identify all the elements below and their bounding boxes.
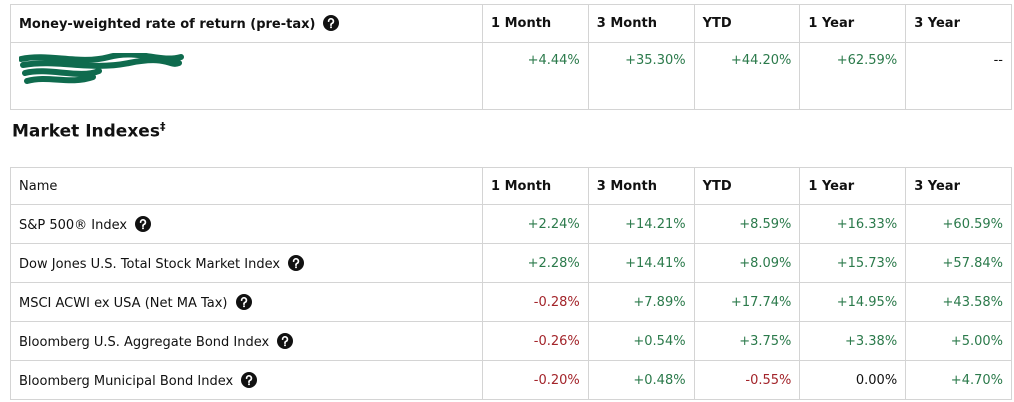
header-text: 1 Year [808,16,855,31]
name-cell: Dow Jones U.S. Total Stock Market Index [10,243,483,283]
value-cell: +4.70% [905,360,1012,400]
header-cell: 3 Year [905,4,1012,43]
help-icon[interactable] [235,293,252,310]
value-cell: +8.59% [693,204,801,244]
name-cell: Bloomberg Municipal Bond Index [10,360,483,400]
header-cell: YTD [693,167,801,205]
help-icon[interactable] [288,254,305,271]
header-cell: 3 Month [587,167,695,205]
section-title: Market Indexes‡ [12,120,165,142]
value-cell: +17.74% [693,282,801,322]
header-cell: Money-weighted rate of return (pre-tax) [10,4,483,43]
index-name: Dow Jones U.S. Total Stock Market Index [19,256,281,272]
title-mark: ‡ [159,120,166,133]
header-row: Money-weighted rate of return (pre-tax) 1… [10,4,1012,43]
header-text: 3 Year [914,16,960,31]
help-icon[interactable] [277,332,294,349]
value-cell: +44.20% [693,42,801,110]
value-cell: +5.00% [905,321,1012,361]
value-cell: +0.48% [587,360,695,400]
header-text: 1 Month [491,16,552,31]
value-cell: +62.59% [799,42,907,110]
value-cell: 0.00% [799,360,907,400]
name-cell: MSCI ACWI ex USA (Net MA Tax) [10,282,483,322]
header-text: Money-weighted rate of return (pre-tax) [19,17,316,32]
data-row: +4.44% +35.30% +44.20% +62.59% -- [10,42,1012,110]
header-cell: 1 Year [799,4,907,43]
value-cell: +14.21% [587,204,695,244]
header-row: Name 1 Month 3 Month YTD 1 Year 3 Year [10,167,1012,205]
header-cell: 3 Year [905,167,1012,205]
value-cell: -- [905,42,1012,110]
data-row: Dow Jones U.S. Total Stock Market Index +… [10,243,1012,283]
data-row: Bloomberg U.S. Aggregate Bond Index -0.26… [10,321,1012,361]
value-cell: -0.20% [482,360,589,400]
value-cell: +2.24% [482,204,589,244]
help-icon[interactable] [135,215,152,232]
redaction [18,51,184,84]
index-table: Name 1 Month 3 Month YTD 1 Year 3 Year S&P 500… [10,167,1012,400]
value-cell: -0.55% [693,360,801,400]
header-cell: Name [10,167,483,205]
help-icon[interactable] [323,15,340,31]
header-text: YTD [702,16,732,31]
value-cell: +14.41% [587,243,695,283]
header-cell: 1 Month [482,4,589,43]
title-text: Market Indexes [12,121,160,142]
value-cell: +3.38% [799,321,907,361]
name-cell: S&P 500® Index [10,204,483,244]
data-row: S&P 500® Index +2.24% +14.21% +8.59% +16.33%… [10,204,1012,244]
value-cell: +0.54% [587,321,695,361]
data-row: Bloomberg Municipal Bond Index -0.20% +0.4… [10,360,1012,400]
value-cell: +3.75% [693,321,801,361]
value-cell: +60.59% [905,204,1012,244]
value-cell: +4.44% [482,42,589,110]
value-cell: +16.33% [799,204,907,244]
index-name: MSCI ACWI ex USA (Net MA Tax) [19,295,228,311]
value-cell: -0.26% [482,321,589,361]
value-cell: +2.28% [482,243,589,283]
header-cell: 1 Month [482,167,589,205]
help-icon[interactable] [241,371,258,388]
index-name: Bloomberg Municipal Bond Index [19,373,234,389]
header-cell: 1 Year [799,167,907,205]
value-cell: +8.09% [693,243,801,283]
header-cell: YTD [693,4,801,43]
value-cell: +43.58% [905,282,1012,322]
header-cell: 3 Month [587,4,695,43]
performance-table: Money-weighted rate of return (pre-tax) 1… [10,4,1012,110]
value-cell: +35.30% [587,42,695,110]
value-cell: +14.95% [799,282,907,322]
data-row: MSCI ACWI ex USA (Net MA Tax) -0.28% +7.89… [10,282,1012,322]
header-text: 3 Month [596,16,657,31]
name-cell: Bloomberg U.S. Aggregate Bond Index [10,321,483,361]
index-name: S&P 500® Index [19,217,128,233]
value-cell: +57.84% [905,243,1012,283]
value-cell: -0.28% [482,282,589,322]
value-cell: +15.73% [799,243,907,283]
value-cell: +7.89% [587,282,695,322]
index-name: Bloomberg U.S. Aggregate Bond Index [19,334,270,350]
account-cell [10,42,483,110]
